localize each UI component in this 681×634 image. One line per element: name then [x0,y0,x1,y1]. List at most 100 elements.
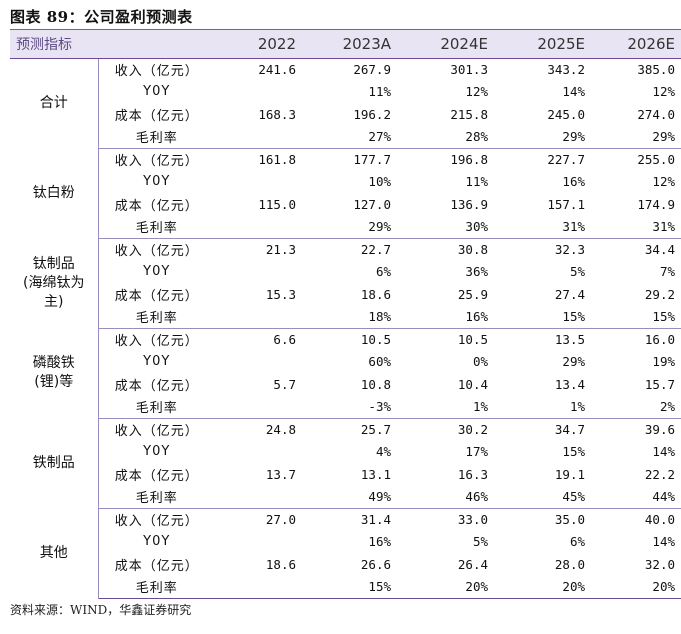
metric-label: 毛利率 [98,125,215,149]
metric-label: 成本（亿元） [114,288,199,304]
value-cell: 18.6 [265,556,296,572]
table-row: 毛利率 15% 20% 20% 20% [10,575,681,599]
value-cell: 301.3 [450,62,488,77]
value-cell: 32.0 [644,556,675,572]
metric-label: 收入（亿元） [114,244,199,259]
value-cell: 6.6 [273,332,296,347]
header-year: 2023A [302,30,397,59]
table-row: 成本（亿元） 15.3 18.6 25.9 27.4 29.2 [10,283,681,306]
table-row: 毛利率 -3% 1% 1% 2% [10,395,681,419]
metric-label: 毛利率 [98,215,215,239]
table-row: 毛利率 29% 30% 31% 31% [10,215,681,239]
value-cell: 31% [591,215,681,239]
value-cell: 21.3 [265,242,296,257]
group-label: 其他 [10,508,99,598]
group-label-line: 合计 [39,94,68,111]
group-label-line: 钛制品 [32,255,75,272]
figure-title: 图表 89：公司盈利预测表 [10,8,193,26]
table-header-row: 预测指标 2022 2023A 2024E 2025E 2026E [10,30,681,59]
value-cell: -3% [302,395,397,419]
table-row: Y0Y 11% 12% 14% 12% [10,81,681,104]
metric-label: 收入（亿元） [114,424,199,439]
metric-label: 成本（亿元） [114,108,199,124]
table-row: Y0Y 10% 11% 16% 12% [10,171,681,194]
value-cell: 255.0 [637,152,675,167]
value-cell: 26.6 [360,556,391,572]
value-cell: 33.0 [457,512,488,527]
value-cell: 6% [375,264,391,280]
table-row: 毛利率 18% 16% 15% 15% [10,305,681,329]
value-cell: 196.8 [450,152,488,167]
group-label-line: 主) [44,293,64,310]
value-cell [215,81,302,104]
value-cell: 28.0 [554,556,585,572]
metric-label: Y0Y [143,444,171,460]
metric-label: Y0Y [143,84,171,100]
table-row: 钛制品 (海绵钛为 主) 收入（亿元） 21.3 22.7 30.8 32.3 34.4 [10,238,681,328]
value-cell: 29% [302,215,397,239]
value-cell: 12% [652,174,675,190]
value-cell: 12% [465,84,488,100]
value-cell: 267.9 [353,62,391,77]
metric-label: 毛利率 [98,485,215,509]
value-cell: 30.2 [457,422,488,437]
value-cell: 16% [368,534,391,550]
value-cell [215,125,302,149]
value-cell: 25.7 [360,422,391,437]
group-label-line: (海绵钛为 [23,274,85,291]
value-cell: 15.7 [644,376,675,392]
table-row: 钛白粉 收入（亿元） 161.8 177.7 196.8 227.7 255.0 [10,148,681,238]
table-row: 成本（亿元） 115.0 127.0 136.9 157.1 174.9 [10,193,681,216]
value-cell: 157.1 [547,196,585,212]
value-cell: 4% [375,444,391,460]
group-label-line: 铁制品 [32,454,75,471]
metric-label: Y0Y [143,264,171,280]
value-cell: 17% [465,444,488,460]
value-cell: 10.5 [457,332,488,347]
metric-label: 收入（亿元） [114,334,199,349]
value-cell: 5% [472,534,488,550]
value-cell: 31.4 [360,512,391,527]
value-cell: 34.4 [644,242,675,257]
source-note: 资料来源：WIND，华鑫证券研究 [10,603,192,617]
value-cell: 136.9 [450,196,488,212]
value-cell: 35.0 [554,512,585,527]
value-cell [215,305,302,329]
table-row: 成本（亿元） 168.3 196.2 215.8 245.0 274.0 [10,103,681,126]
table-row: 成本（亿元） 13.7 13.1 16.3 19.1 22.2 [10,463,681,486]
table-row: Y0Y 4% 17% 15% 14% [10,441,681,464]
metric-label: 毛利率 [98,395,215,419]
metric-label: Y0Y [143,534,171,550]
value-cell: 13.5 [554,332,585,347]
value-cell: 12% [652,84,675,100]
value-cell: 10.4 [457,376,488,392]
value-cell: 11% [368,84,391,100]
value-cell: 16% [397,305,494,329]
table-body: 合计 收入（亿元） 241.6 267.9 301.3 343.2 385.0 Y0Y 11% 1… [10,58,681,599]
value-cell: 27.0 [265,512,296,527]
value-cell [215,395,302,419]
title-divider [10,29,681,30]
value-cell: 22.7 [360,242,391,257]
group-label-line: (锂)等 [34,374,74,390]
value-cell: 44% [591,485,681,509]
value-cell: 14% [652,444,675,460]
table-row: 成本（亿元） 18.6 26.6 26.4 28.0 32.0 [10,553,681,576]
value-cell: 10.5 [360,332,391,347]
metric-label: 成本（亿元） [114,468,199,484]
group-label: 钛制品 (海绵钛为主) [10,238,99,328]
value-cell: 10% [368,174,391,190]
value-cell [215,531,302,554]
value-cell: 0% [472,354,488,370]
value-cell: 385.0 [637,62,675,77]
metric-label: 毛利率 [98,305,215,329]
metric-label: 成本（亿元） [114,378,199,394]
value-cell: 40.0 [644,512,675,527]
value-cell: 49% [302,485,397,509]
value-cell: 14% [562,84,585,100]
value-cell: 343.2 [547,62,585,77]
metric-label: 毛利率 [98,575,215,599]
value-cell: 18% [302,305,397,329]
group-label-line: 其他 [39,544,68,561]
value-cell: 6% [569,534,585,550]
